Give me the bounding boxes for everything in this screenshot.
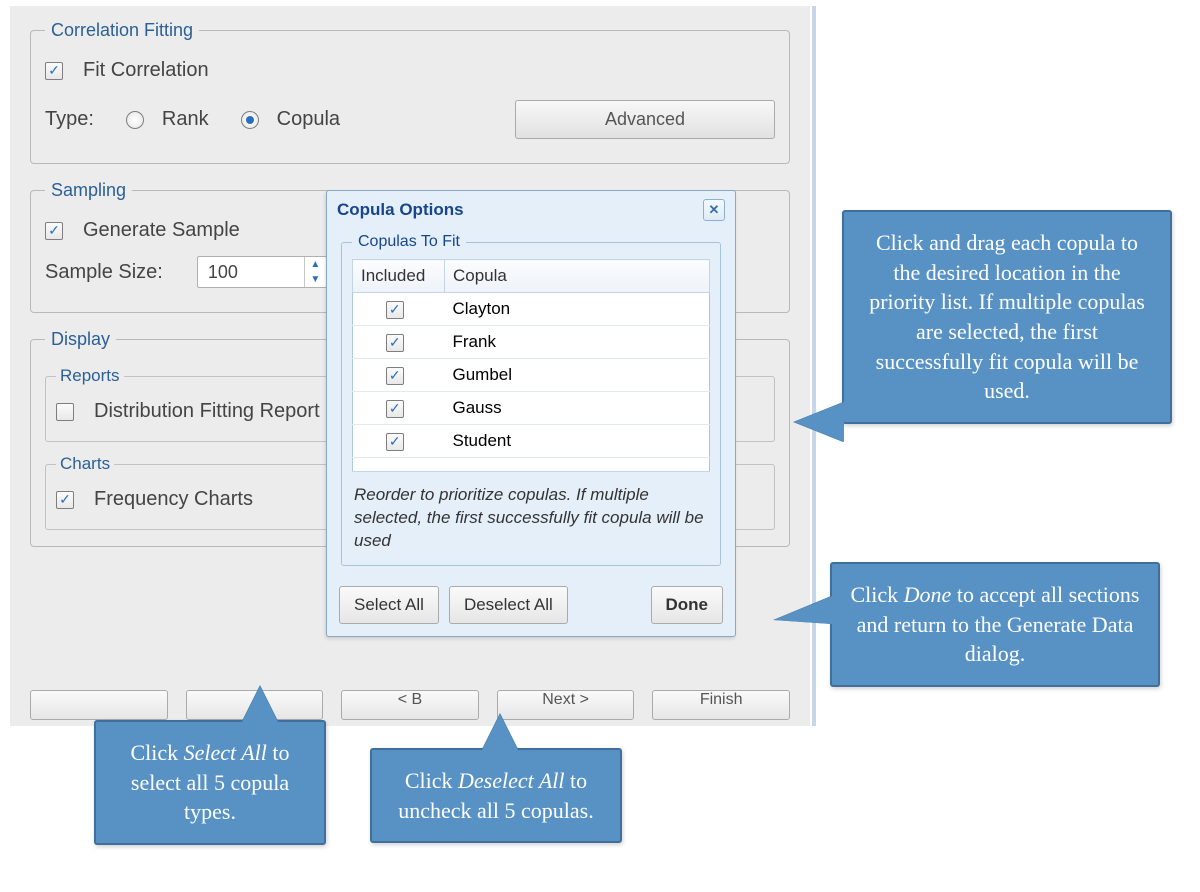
row-include-checkbox[interactable]: ✓: [386, 400, 404, 418]
row-copula-name: Clayton: [445, 293, 710, 326]
wizard-finish-button[interactable]: Finish: [652, 690, 790, 720]
row-copula-name: Student: [445, 425, 710, 458]
freq-charts-checkbox[interactable]: ✓: [56, 491, 74, 509]
copulas-to-fit-legend: Copulas To Fit: [352, 233, 466, 251]
sample-size-spinner[interactable]: 100 ▲ ▼: [197, 256, 327, 288]
callout-drag-text: Click and drag each copula to the desire…: [869, 230, 1145, 403]
row-copula-name: Gumbel: [445, 359, 710, 392]
table-row-empty: [353, 458, 710, 472]
callout-pointer-icon: [774, 596, 832, 624]
row-include-checkbox[interactable]: ✓: [386, 433, 404, 451]
type-copula-radio[interactable]: [241, 111, 259, 129]
callout-select-all: Click Select All to select all 5 copula …: [94, 720, 326, 845]
callout-done-text: Click Done to accept all sections and re…: [851, 582, 1140, 666]
row-copula-name: Frank: [445, 326, 710, 359]
correlation-fitting-legend: Correlation Fitting: [45, 20, 199, 41]
callout-pointer-icon: [482, 714, 518, 750]
type-copula-label: Copula: [277, 108, 340, 131]
copula-options-dialog: Copula Options ✕ Copulas To Fit Included…: [326, 190, 736, 637]
sample-size-label: Sample Size:: [45, 261, 163, 284]
dialog-title: Copula Options: [337, 200, 464, 220]
callout-deselect-text: Click Deselect All to uncheck all 5 copu…: [398, 768, 594, 823]
callout-pointer-icon: [794, 402, 844, 442]
row-include-checkbox[interactable]: ✓: [386, 301, 404, 319]
copulas-table: Included Copula ✓ Clayton ✓ Frank ✓: [352, 259, 710, 472]
deselect-all-button[interactable]: Deselect All: [449, 586, 568, 624]
correlation-fitting-group: Correlation Fitting ✓ Fit Correlation Ty…: [30, 20, 790, 164]
col-copula[interactable]: Copula: [445, 260, 710, 293]
row-include-checkbox[interactable]: ✓: [386, 334, 404, 352]
dialog-close-button[interactable]: ✕: [703, 199, 725, 221]
stepper-up-icon[interactable]: ▲: [305, 257, 326, 272]
reports-legend: Reports: [56, 366, 124, 386]
copulas-hint: Reorder to prioritize copulas. If multip…: [354, 484, 708, 553]
sample-size-value: 100: [208, 262, 238, 283]
generate-sample-label: Generate Sample: [83, 219, 240, 242]
callout-pointer-icon: [242, 686, 278, 722]
fit-correlation-checkbox[interactable]: ✓: [45, 62, 63, 80]
dialog-title-bar[interactable]: Copula Options ✕: [327, 191, 735, 229]
copulas-to-fit-group: Copulas To Fit Included Copula ✓ Clayton…: [341, 233, 721, 566]
advanced-button[interactable]: Advanced: [515, 100, 775, 139]
wizard-help-button[interactable]: [30, 690, 168, 720]
display-legend: Display: [45, 329, 116, 350]
table-row[interactable]: ✓ Frank: [353, 326, 710, 359]
col-included[interactable]: Included: [353, 260, 445, 293]
close-icon: ✕: [709, 202, 720, 218]
select-all-button[interactable]: Select All: [339, 586, 439, 624]
freq-charts-label: Frequency Charts: [94, 488, 253, 511]
type-rank-label: Rank: [162, 108, 209, 131]
callout-select-text: Click Select All to select all 5 copula …: [130, 740, 289, 824]
type-rank-radio[interactable]: [126, 111, 144, 129]
row-include-checkbox[interactable]: ✓: [386, 367, 404, 385]
sample-size-stepper[interactable]: ▲ ▼: [304, 257, 326, 287]
wizard-buttons: < B Next > Finish: [10, 690, 810, 720]
callout-drag: Click and drag each copula to the desire…: [842, 210, 1172, 424]
sampling-legend: Sampling: [45, 180, 132, 201]
table-row[interactable]: ✓ Clayton: [353, 293, 710, 326]
generate-sample-checkbox[interactable]: ✓: [45, 222, 63, 240]
stepper-down-icon[interactable]: ▼: [305, 272, 326, 287]
fit-correlation-label: Fit Correlation: [83, 59, 209, 82]
dist-report-label: Distribution Fitting Report: [94, 400, 320, 423]
table-row[interactable]: ✓ Gumbel: [353, 359, 710, 392]
callout-deselect-all: Click Deselect All to uncheck all 5 copu…: [370, 748, 622, 843]
type-label: Type:: [45, 108, 94, 131]
row-copula-name: Gauss: [445, 392, 710, 425]
table-row[interactable]: ✓ Student: [353, 425, 710, 458]
table-row[interactable]: ✓ Gauss: [353, 392, 710, 425]
callout-done: Click Done to accept all sections and re…: [830, 562, 1160, 687]
done-button[interactable]: Done: [651, 586, 724, 624]
charts-legend: Charts: [56, 454, 114, 474]
dist-report-checkbox[interactable]: ✓: [56, 403, 74, 421]
wizard-back-button[interactable]: < B: [341, 690, 479, 720]
